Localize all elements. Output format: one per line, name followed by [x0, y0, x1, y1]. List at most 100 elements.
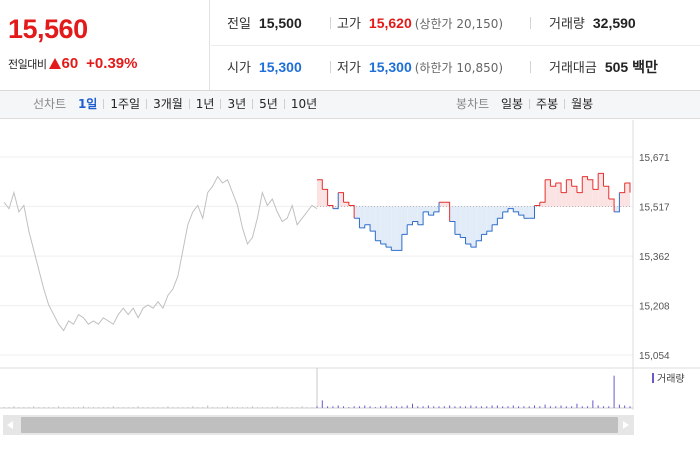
tab-line-5[interactable]: 5년: [259, 97, 278, 111]
open-cell: 시가 15,300: [227, 57, 302, 77]
area-fill: [507, 206, 514, 209]
tab-candle-0[interactable]: 일봉: [500, 97, 524, 111]
price-line-segment: [364, 224, 371, 232]
price-line-segment: [417, 211, 424, 226]
candle-tab-list: 일봉 주봉 월봉: [493, 97, 593, 111]
tab-line-0[interactable]: 1일: [77, 97, 98, 111]
price-line-segment: [507, 208, 514, 212]
area-fill: [370, 206, 376, 232]
area-fill: [561, 192, 567, 207]
price-line-segment: [375, 240, 382, 244]
area-fill: [338, 192, 344, 207]
price-line-segment: [370, 230, 376, 241]
divider: [330, 61, 331, 73]
open-value: 15,300: [258, 59, 302, 75]
tab-line-2[interactable]: 3개월: [153, 97, 183, 111]
area-fill: [592, 189, 599, 207]
tab-divider: [283, 99, 285, 109]
tab-divider: [529, 99, 531, 109]
area-fill: [417, 206, 424, 225]
price-line-segment: [576, 176, 583, 194]
area-fill: [497, 206, 503, 219]
price-line-segment: [608, 198, 615, 212]
tab-candle-1[interactable]: 주봉: [536, 97, 559, 111]
area-fill: [385, 206, 392, 248]
up-arrow-icon: [49, 58, 62, 69]
area-fill: [555, 182, 562, 207]
price-line-segment: [385, 246, 392, 251]
price-chart-svg: 15,671 15,517 15,362 15,208 15,054 거래량: [0, 120, 700, 410]
row-divider: [211, 45, 700, 46]
high-cell: 고가 15,620 (상한가 20,150): [337, 13, 503, 33]
y-tick-label: 15,208: [639, 302, 670, 313]
price-line-segment: [598, 172, 604, 187]
price-line-segment: [412, 221, 419, 225]
price-line-segment: [502, 208, 509, 213]
area-fill: [587, 179, 593, 207]
price-line-segment: [460, 237, 467, 244]
high-label: 고가: [337, 17, 361, 32]
price-line-segment: [614, 192, 620, 213]
area-fill: [454, 206, 461, 235]
divider: [530, 17, 531, 29]
price-line-segment: [401, 224, 408, 235]
area-fill: [423, 206, 429, 212]
price-line-segment: [582, 176, 589, 180]
price-line-segment: [518, 214, 525, 219]
line-chart-label: 선차트: [33, 97, 67, 111]
current-price: 15,560: [8, 14, 88, 44]
amount-cell: 거래대금 505 백만: [549, 57, 658, 77]
change-percent: +0.39%: [86, 55, 138, 72]
price-line-segment: [343, 201, 350, 206]
area-fill: [576, 192, 583, 207]
candle-chart-label: 봉차트: [456, 97, 490, 111]
price-line-segment: [603, 185, 610, 200]
price-line-segment: [338, 192, 345, 203]
high-value: 15,620: [368, 15, 412, 31]
line-tab-list: 1일 1주일 3개월 1년 3년 5년 10년: [70, 97, 317, 111]
tab-line-6[interactable]: 10년: [290, 97, 318, 111]
area-fill: [433, 206, 440, 212]
scroll-left-arrow-icon[interactable]: [4, 418, 16, 432]
prev-session-line: [3, 175, 318, 332]
chart-scrollbar-thumb[interactable]: [21, 417, 618, 433]
area-fill: [470, 206, 477, 248]
area-fill: [317, 179, 323, 207]
low-cell: 저가 15,300 (하한가 10,850): [337, 57, 503, 77]
area-fill: [407, 206, 413, 225]
area-fill: [444, 202, 450, 207]
price-box: 15,560 전일대비 60 +0.39%: [0, 0, 210, 90]
price-line-segment: [449, 221, 456, 235]
price-line-segment: [348, 204, 355, 219]
price-line-segment: [561, 179, 567, 194]
area-fill: [502, 206, 508, 212]
area-fill: [624, 182, 630, 207]
tab-candle-2[interactable]: 월봉: [571, 97, 594, 111]
tab-line-4[interactable]: 3년: [227, 97, 247, 111]
tab-divider: [220, 99, 222, 109]
area-fill: [539, 202, 546, 207]
tab-line-1[interactable]: 1주일: [110, 97, 141, 111]
area-fill: [332, 206, 339, 209]
area-fill: [396, 206, 402, 251]
area-fill: [322, 189, 328, 207]
price-line-segment: [332, 192, 339, 210]
price-chart[interactable]: 15,671 15,517 15,362 15,208 15,054 거래량: [0, 120, 700, 410]
price-line-segment: [428, 211, 435, 216]
price-line-segment: [322, 188, 329, 206]
price-line-segment: [534, 202, 541, 206]
scroll-right-arrow-icon[interactable]: [620, 418, 632, 432]
lower-limit: (하한가 10,850): [414, 61, 504, 75]
amount-value: 505 백만: [604, 59, 658, 75]
price-line-segment: [555, 182, 562, 193]
price-line-segment: [396, 234, 403, 251]
area-fill: [359, 206, 365, 228]
area-fill: [603, 186, 609, 207]
tab-divider: [103, 99, 105, 109]
tab-line-3[interactable]: 1년: [195, 97, 215, 111]
area-fill: [375, 206, 381, 241]
area-fill: [614, 206, 620, 212]
price-line-segment: [492, 218, 498, 226]
y-tick-label: 15,517: [639, 202, 670, 213]
upper-limit: (상한가 20,150): [414, 17, 504, 31]
